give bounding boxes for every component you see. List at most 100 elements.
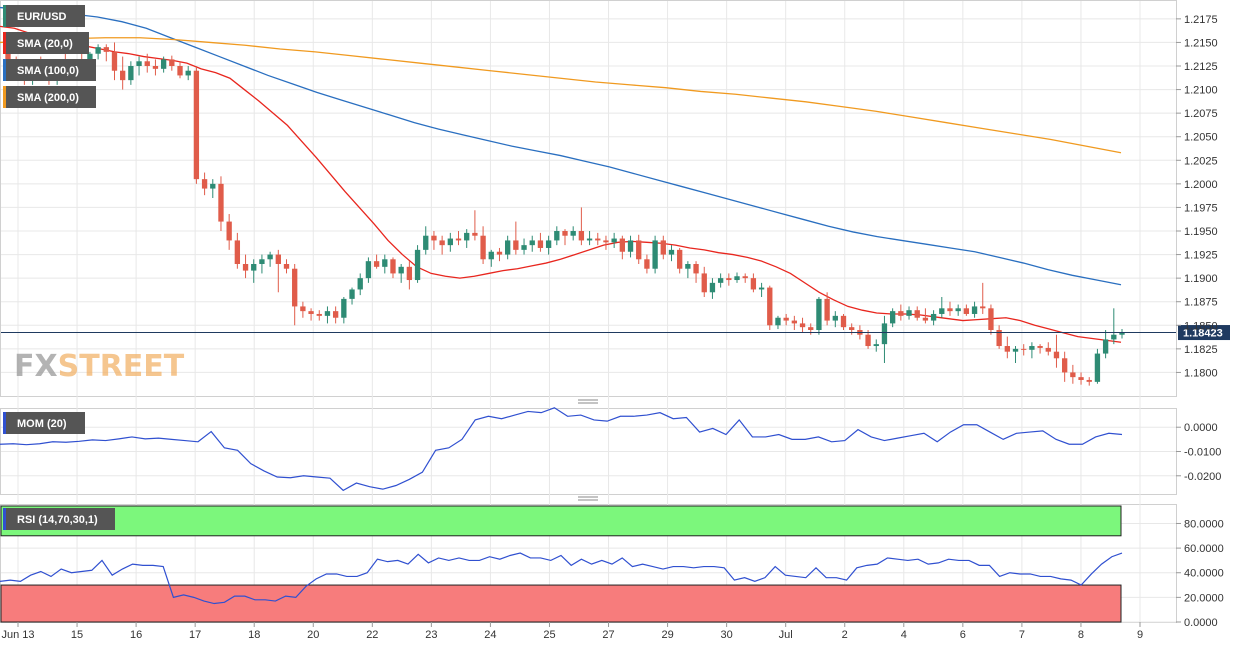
x-tick-label: 27 [602, 629, 614, 641]
candle-body [1086, 379, 1092, 382]
candle-body [865, 334, 871, 347]
candle-body [562, 231, 568, 236]
price-tick-label: 1.2150 [1184, 37, 1218, 49]
legend-sma20[interactable]: SMA (20,0) [3, 32, 89, 54]
price-tick-label: 1.2000 [1184, 179, 1218, 191]
candle-body [152, 66, 159, 69]
legend-sma200-label: SMA (200,0) [17, 92, 79, 104]
legend-sma100-label: SMA (100,0) [17, 65, 79, 77]
candle-body [406, 266, 413, 281]
candle-body [267, 254, 273, 260]
candle-body [545, 240, 552, 248]
candle-body [758, 287, 765, 290]
candle-body [504, 240, 511, 255]
legend-eurusd-label: EUR/USD [17, 11, 67, 23]
candle-body [529, 240, 535, 246]
mom-line [0, 407, 1123, 492]
candle-body [1111, 334, 1117, 340]
price-tick-label: 1.2025 [1184, 155, 1218, 167]
candle-body [644, 259, 650, 269]
candle-body [439, 240, 445, 246]
candle-body [963, 308, 970, 314]
candle-body [136, 61, 142, 66]
candle-body [554, 231, 560, 241]
candle-body [627, 240, 634, 252]
candle-body [513, 240, 519, 250]
candle-body [455, 238, 462, 241]
candle-body [5, 47, 11, 66]
price-tick-label: 1.1975 [1184, 202, 1218, 214]
candle-body [947, 308, 953, 312]
panel-resize-handle-bottom[interactable] [578, 496, 598, 501]
candle-body [980, 306, 986, 309]
candle-body [324, 311, 331, 316]
sma-line-1 [0, 6, 1122, 286]
candle-body [488, 251, 494, 260]
candle-body [1037, 346, 1043, 348]
candle-body [1012, 348, 1019, 352]
price-tick-label: 1.1800 [1184, 367, 1218, 379]
candle-body [234, 240, 241, 264]
price-tick-label: 1.2050 [1184, 132, 1218, 144]
rsi-tick-label: 40.0000 [1184, 568, 1224, 580]
candle-body [685, 264, 691, 269]
last-price-badge: 1.18423 [1178, 325, 1230, 341]
candle-body [292, 268, 298, 307]
x-axis-ticks: Jun 13 15 16 17 18 20 22 23 24 25 27 29 30 Jul 2 4 6 7 8 9 [1, 622, 1143, 641]
candle-body [922, 317, 929, 321]
candle-body [652, 240, 658, 269]
x-tick-label: Jun 13 [1, 629, 34, 641]
x-tick-label: 30 [721, 629, 733, 641]
x-tick-label: 9 [1137, 629, 1143, 641]
candle-body [1029, 346, 1035, 350]
rsi-overbought-band [0, 505, 1122, 537]
panel-resize-handle-top[interactable] [578, 399, 598, 404]
candle-body [1070, 372, 1076, 378]
x-tick-label: 8 [1078, 629, 1084, 641]
candle-body [955, 308, 961, 312]
mom-tick-label: 0.0000 [1184, 422, 1218, 434]
candle-body [873, 344, 879, 347]
legend-rsi[interactable]: RSI (14,70,30,1) [3, 508, 115, 530]
price-tick-label: 1.2125 [1184, 61, 1218, 73]
candle-body [185, 70, 191, 76]
candle-body [398, 266, 404, 274]
candle-body [660, 240, 666, 255]
candle-body [537, 240, 544, 248]
x-tick-label: 29 [661, 629, 673, 641]
candle-body [160, 59, 167, 69]
legend-sma100[interactable]: SMA (100,0) [3, 59, 96, 81]
legend-eurusd[interactable]: EUR/USD [3, 5, 85, 27]
candle-body [914, 310, 920, 318]
candle-body [357, 278, 363, 290]
candle-body [930, 313, 937, 321]
candle-body [849, 327, 855, 330]
sma-line-2 [0, 37, 1122, 154]
candle-body [611, 238, 617, 243]
x-tick-label: 6 [960, 629, 966, 641]
candle-body [906, 310, 912, 316]
candle-body [824, 298, 830, 321]
candle-body [447, 238, 453, 246]
rsi-tick-label: 60.0000 [1184, 543, 1224, 555]
candle-body [742, 276, 748, 279]
candle-body [103, 47, 109, 52]
candle-body [734, 276, 740, 281]
candle-body [677, 249, 683, 269]
candle-body [382, 259, 388, 267]
legend-mom[interactable]: MOM (20) [3, 412, 85, 434]
candle-body [316, 313, 322, 316]
candle-body [750, 278, 757, 290]
candle-body [717, 278, 724, 283]
x-tick-label: 23 [425, 629, 437, 641]
legend-sma200[interactable]: SMA (200,0) [3, 86, 96, 108]
candle-body [95, 47, 101, 54]
candle-body [480, 235, 486, 260]
candle-body [423, 235, 429, 250]
x-tick-label: 2 [842, 629, 848, 641]
candle-body [971, 306, 978, 314]
candle-body [799, 323, 806, 328]
candle-body [349, 289, 355, 299]
candle-body [496, 251, 503, 255]
candle-body [373, 261, 380, 267]
